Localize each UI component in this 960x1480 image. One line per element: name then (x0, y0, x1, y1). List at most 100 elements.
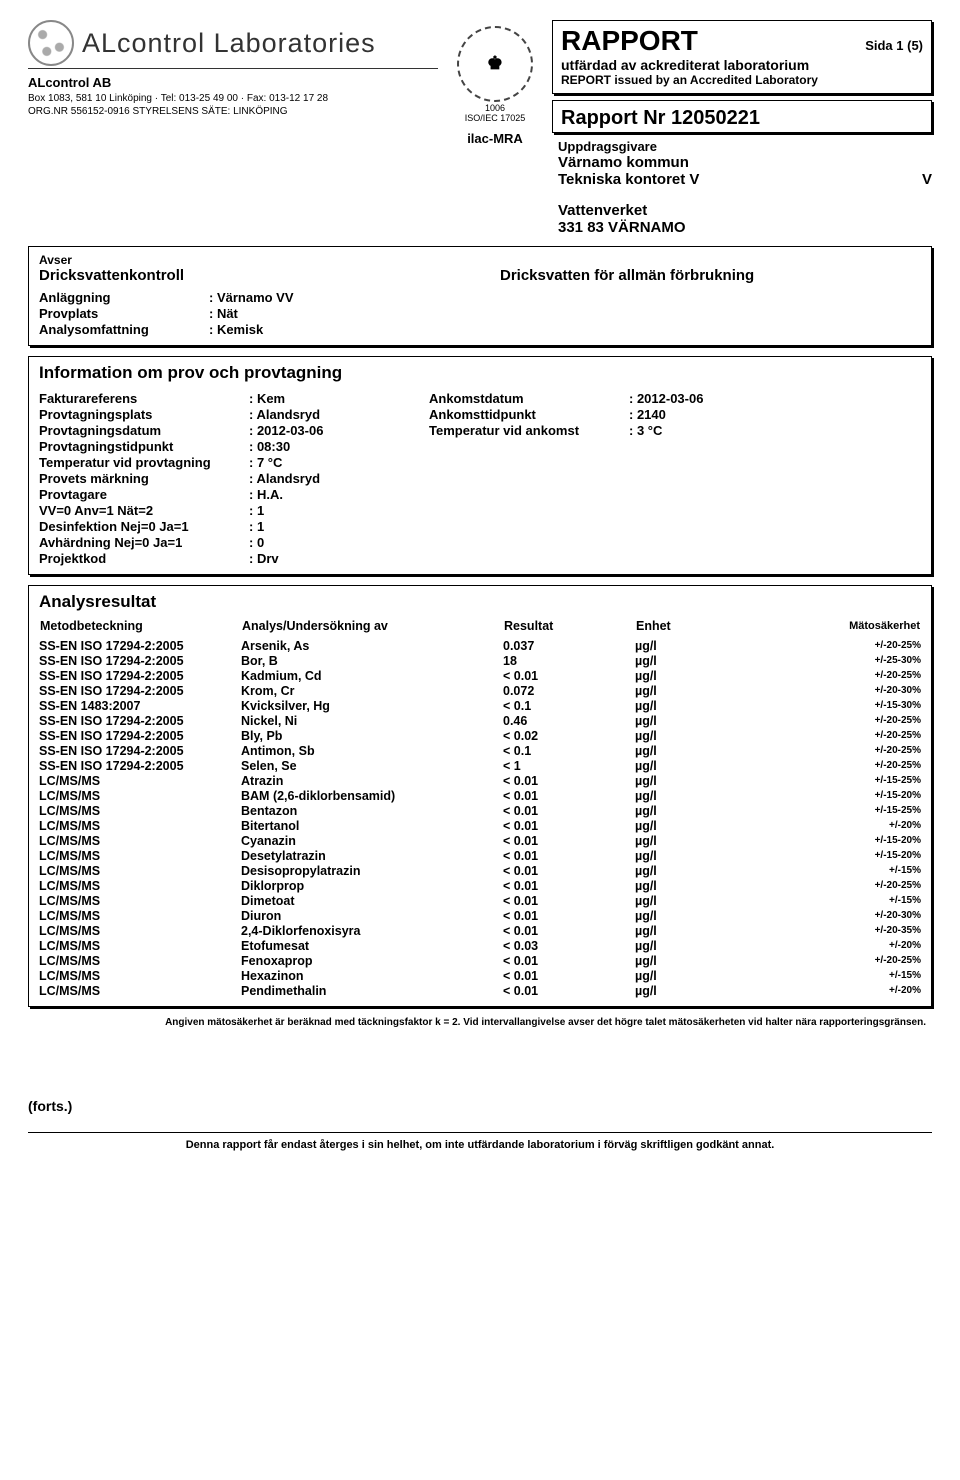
col-uncertainty: Mätosäkerhet (737, 618, 921, 638)
avser-title: Dricksvattenkontroll (39, 267, 460, 284)
table-cell: µg/l (635, 773, 737, 788)
table-cell: µg/l (635, 818, 737, 833)
col-method: Metodbeteckning (39, 618, 241, 638)
client-site: Vattenverket (558, 202, 932, 219)
table-cell: +/-15-20% (737, 848, 921, 863)
info-cell (429, 535, 629, 550)
table-cell: BAM (2,6-diklorbensamid) (241, 788, 503, 803)
table-cell: +/-15-20% (737, 833, 921, 848)
table-row: LC/MS/MSDiuron< 0.01µg/l+/-20-30% (39, 908, 921, 923)
table-cell: Atrazin (241, 773, 503, 788)
report-number-panel: Rapport Nr 12050221 (552, 100, 932, 133)
table-cell: Hexazinon (241, 968, 503, 983)
company-block: ALcontrol Laboratories ALcontrol AB Box … (28, 20, 438, 236)
table-cell: 2,4-Diklorfenoxisyra (241, 923, 503, 938)
table-cell: SS-EN ISO 17294-2:2005 (39, 683, 241, 698)
info-cell: : Kem (249, 391, 429, 406)
table-cell: Diuron (241, 908, 503, 923)
table-cell: SS-EN ISO 17294-2:2005 (39, 743, 241, 758)
table-cell: µg/l (635, 878, 737, 893)
footer-disclaimer: Denna rapport får endast återges i sin h… (28, 1139, 932, 1151)
info-header: Information om prov och provtagning (39, 363, 921, 383)
brand-name: ALcontrol Laboratories (82, 28, 376, 59)
table-cell: +/-25-30% (737, 653, 921, 668)
table-cell: Bor, B (241, 653, 503, 668)
client-postal: 331 83 VÄRNAMO (558, 219, 932, 236)
info-cell (629, 487, 759, 502)
table-cell: LC/MS/MS (39, 968, 241, 983)
results-table: Metodbeteckning Analys/Undersökning av R… (39, 618, 921, 998)
accred-standard: ISO/IEC 17025 (445, 114, 545, 124)
results-header-row: Metodbeteckning Analys/Undersökning av R… (39, 618, 921, 638)
accreditation-block: ♚ 1006 ISO/IEC 17025 ilac-MRA (445, 20, 545, 236)
table-cell: SS-EN ISO 17294-2:2005 (39, 668, 241, 683)
table-cell: +/-20-30% (737, 908, 921, 923)
company-address-2: ORG.NR 556152-0916 STYRELSENS SÄTE: LINK… (28, 105, 438, 118)
page-indicator: Sida 1 (5) (865, 38, 923, 53)
table-row: SS-EN ISO 17294-2:2005Selen, Se< 1µg/l+/… (39, 758, 921, 773)
avser-right-title: Dricksvatten för allmän förbrukning (500, 267, 921, 284)
table-row: LC/MS/MSDesetylatrazin< 0.01µg/l+/-15-20… (39, 848, 921, 863)
table-cell: +/-15-20% (737, 788, 921, 803)
info-cell: : Drv (249, 551, 429, 566)
info-cell: Ankomsttidpunkt (429, 407, 629, 422)
table-cell: LC/MS/MS (39, 773, 241, 788)
table-cell: Diklorprop (241, 878, 503, 893)
table-cell: +/-15-25% (737, 773, 921, 788)
table-cell: < 0.01 (503, 803, 635, 818)
table-cell: < 0.01 (503, 863, 635, 878)
report-title: RAPPORT (561, 25, 698, 57)
table-cell: LC/MS/MS (39, 818, 241, 833)
table-cell: Kvicksilver, Hg (241, 698, 503, 713)
table-cell: +/-20% (737, 938, 921, 953)
table-cell: SS-EN ISO 17294-2:2005 (39, 728, 241, 743)
table-cell: SS-EN ISO 17294-2:2005 (39, 713, 241, 728)
info-cell (429, 487, 629, 502)
table-cell: +/-20-35% (737, 923, 921, 938)
table-cell: Nickel, Ni (241, 713, 503, 728)
table-cell: < 0.01 (503, 983, 635, 998)
table-cell: Dimetoat (241, 893, 503, 908)
table-row: SS-EN ISO 17294-2:2005Arsenik, As0.037µg… (39, 638, 921, 653)
info-cell: : 2012-03-06 (629, 391, 759, 406)
table-cell: µg/l (635, 923, 737, 938)
info-cell (429, 439, 629, 454)
table-cell: µg/l (635, 668, 737, 683)
info-cell (629, 471, 759, 486)
table-cell: µg/l (635, 938, 737, 953)
table-cell: +/-20-25% (737, 878, 921, 893)
table-cell: < 0.01 (503, 968, 635, 983)
table-cell: µg/l (635, 653, 737, 668)
table-cell: 0.037 (503, 638, 635, 653)
info-cell: : Alandsryd (249, 407, 429, 422)
table-cell: +/-20-25% (737, 758, 921, 773)
table-cell: +/-20-25% (737, 743, 921, 758)
table-cell: 0.072 (503, 683, 635, 698)
kv-key: Anläggning (39, 290, 209, 305)
table-cell: +/-20-25% (737, 713, 921, 728)
info-cell: : 2012-03-06 (249, 423, 429, 438)
table-cell: < 0.01 (503, 788, 635, 803)
info-grid: Fakturareferens: KemAnkomstdatum: 2012-0… (39, 391, 921, 566)
info-cell: : H.A. (249, 487, 429, 502)
table-cell: SS-EN 1483:2007 (39, 698, 241, 713)
info-cell (629, 439, 759, 454)
table-cell: LC/MS/MS (39, 878, 241, 893)
table-cell: Bly, Pb (241, 728, 503, 743)
report-page: ALcontrol Laboratories ALcontrol AB Box … (0, 0, 960, 1480)
table-row: SS-EN ISO 17294-2:2005Krom, Cr0.072µg/l+… (39, 683, 921, 698)
info-cell: VV=0 Anv=1 Nät=2 (39, 503, 249, 518)
brand-divider (28, 68, 438, 69)
table-cell: SS-EN ISO 17294-2:2005 (39, 638, 241, 653)
info-cell (629, 535, 759, 550)
table-cell: Bitertanol (241, 818, 503, 833)
table-cell: LC/MS/MS (39, 848, 241, 863)
table-cell: +/-20-25% (737, 668, 921, 683)
table-cell: µg/l (635, 788, 737, 803)
table-row: LC/MS/MSDesisopropylatrazin< 0.01µg/l+/-… (39, 863, 921, 878)
info-cell: Provtagningstidpunkt (39, 439, 249, 454)
info-cell: : 7 °C (249, 455, 429, 470)
accredited-line-2: REPORT issued by an Accredited Laborator… (561, 73, 923, 87)
table-row: LC/MS/MSCyanazin< 0.01µg/l+/-15-20% (39, 833, 921, 848)
table-cell: 0.46 (503, 713, 635, 728)
